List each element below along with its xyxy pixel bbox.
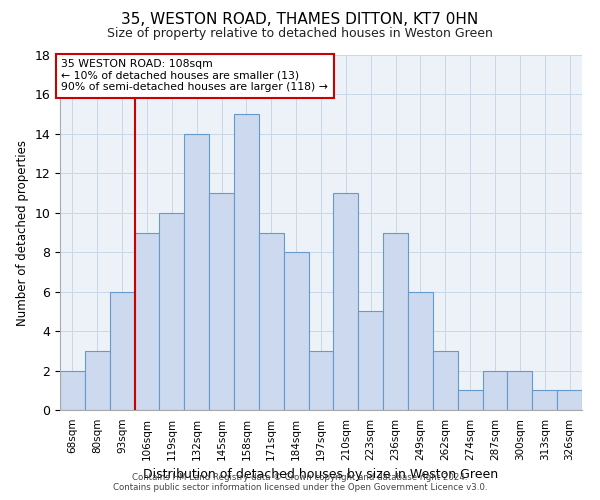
Bar [259, 232, 284, 410]
Bar [458, 390, 482, 410]
Bar [508, 370, 532, 410]
Text: 35, WESTON ROAD, THAMES DITTON, KT7 0HN: 35, WESTON ROAD, THAMES DITTON, KT7 0HN [121, 12, 479, 28]
Bar [184, 134, 209, 410]
Bar [482, 370, 508, 410]
Y-axis label: Number of detached properties: Number of detached properties [16, 140, 29, 326]
Bar [532, 390, 557, 410]
Text: Size of property relative to detached houses in Weston Green: Size of property relative to detached ho… [107, 28, 493, 40]
Text: 35 WESTON ROAD: 108sqm
← 10% of detached houses are smaller (13)
90% of semi-det: 35 WESTON ROAD: 108sqm ← 10% of detached… [61, 59, 328, 92]
Bar [433, 351, 458, 410]
Bar [308, 351, 334, 410]
Bar [383, 232, 408, 410]
Bar [358, 312, 383, 410]
Bar [557, 390, 582, 410]
Bar [110, 292, 134, 410]
Bar [334, 193, 358, 410]
Bar [60, 370, 85, 410]
Bar [234, 114, 259, 410]
Bar [134, 232, 160, 410]
Bar [209, 193, 234, 410]
Text: Contains HM Land Registry data © Crown copyright and database right 2024.
Contai: Contains HM Land Registry data © Crown c… [113, 473, 487, 492]
Bar [284, 252, 308, 410]
Bar [160, 213, 184, 410]
X-axis label: Distribution of detached houses by size in Weston Green: Distribution of detached houses by size … [143, 468, 499, 481]
Bar [408, 292, 433, 410]
Bar [85, 351, 110, 410]
